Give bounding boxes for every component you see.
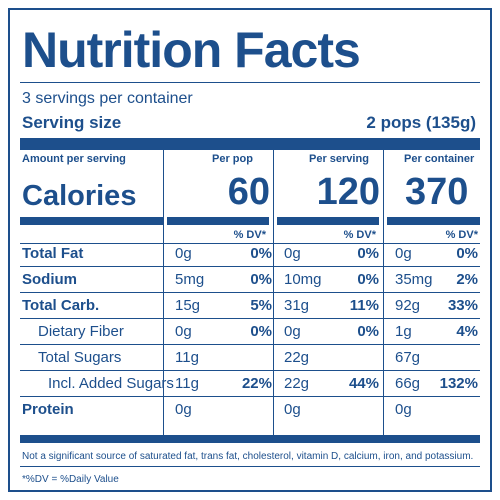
calories-per-serving: 120 <box>316 171 380 213</box>
calories-per-container: 370 <box>405 171 469 213</box>
nutrient-amount: 0g <box>284 323 301 340</box>
nutrient-amount: 15g <box>175 297 201 314</box>
nutrient-amount: 31g <box>284 297 310 314</box>
nutrient-daily-value: 0% <box>250 271 272 288</box>
nutrient-amount: 35mg <box>395 271 433 288</box>
servings-per-container: 3 servings per container <box>22 90 193 107</box>
nutrient-amount: 10mg <box>284 271 322 288</box>
nutrient-daily-value: 0% <box>250 323 272 340</box>
nutrition-label: Nutrition Facts 3 servings per container… <box>8 8 492 492</box>
row-divider <box>20 370 480 371</box>
row-divider <box>20 266 480 267</box>
nutrient-amount: 66g <box>395 375 421 392</box>
nutrient-amount: 11g <box>175 375 199 392</box>
nutrient-amount: 22g <box>284 375 310 392</box>
bottom-divider <box>20 435 480 443</box>
nutrient-name: Protein <box>22 401 74 418</box>
footnote-daily-value: *%DV = %Daily Value <box>22 474 119 485</box>
row-divider <box>20 396 480 397</box>
nutrient-name: Total Sugars <box>38 349 122 366</box>
nutrient-daily-value: 44% <box>348 375 379 392</box>
column-header-per-pop: Per pop <box>212 153 253 165</box>
nutrient-amount: 0g <box>284 401 301 418</box>
nutrient-daily-value: 0% <box>250 245 272 262</box>
nutrient-amount: 11g <box>175 349 199 366</box>
nutrient-daily-value: 22% <box>241 375 272 392</box>
nutrient-name: Incl. Added Sugars <box>48 375 174 392</box>
dv-header-per-container: % DV* <box>445 229 478 241</box>
label-title: Nutrition Facts <box>22 22 361 78</box>
nutrient-amount: 1g <box>395 323 412 340</box>
column-header-per-serving: Per serving <box>309 153 369 165</box>
nutrient-daily-value: 4% <box>456 323 478 340</box>
nutrient-daily-value: 2% <box>456 271 478 288</box>
serving-size-value: 2 pops (135g) <box>366 113 476 132</box>
nutrient-daily-value: 11% <box>349 297 379 314</box>
calories-bar <box>167 217 269 225</box>
nutrient-name: Total Carb. <box>22 297 100 314</box>
nutrient-amount: 0g <box>395 401 412 418</box>
nutrient-amount: 0g <box>395 245 412 262</box>
calories-label: Calories <box>22 180 137 212</box>
calories-bar <box>387 217 480 225</box>
footnote-nutrients: Not a significant source of saturated fa… <box>22 451 474 462</box>
calories-bar <box>277 217 379 225</box>
column-header-per-container: Per container <box>404 153 475 165</box>
nutrient-amount: 67g <box>395 349 421 366</box>
row-divider <box>20 292 480 293</box>
dv-header-per-pop: % DV* <box>233 229 266 241</box>
nutrient-amount: 0g <box>175 401 192 418</box>
thick-divider <box>20 138 480 150</box>
nutrient-daily-value: 0% <box>357 245 379 262</box>
dv-header-per-serving: % DV* <box>343 229 376 241</box>
dv-header-rule <box>20 243 480 244</box>
nutrient-daily-value: 132% <box>439 375 478 392</box>
amount-per-serving-label: Amount per serving <box>22 153 126 165</box>
nutrient-daily-value: 0% <box>357 271 379 288</box>
calories-bar <box>20 217 163 225</box>
nutrient-amount: 0g <box>175 245 192 262</box>
nutrient-name: Sodium <box>22 271 77 288</box>
nutrient-amount: 0g <box>175 323 192 340</box>
nutrient-name: Dietary Fiber <box>38 323 124 340</box>
nutrient-daily-value: 5% <box>250 297 272 314</box>
nutrient-daily-value: 0% <box>456 245 478 262</box>
nutrient-name: Total Fat <box>22 245 84 262</box>
nutrient-amount: 22g <box>284 349 310 366</box>
footnote-rule <box>20 466 480 467</box>
nutrient-daily-value: 33% <box>447 297 478 314</box>
nutrient-daily-value: 0% <box>357 323 379 340</box>
title-rule <box>20 82 480 83</box>
calories-per-pop: 60 <box>227 171 270 213</box>
nutrient-amount: 0g <box>284 245 301 262</box>
nutrient-amount: 5mg <box>175 271 205 288</box>
serving-size-label: Serving size <box>22 113 122 132</box>
nutrient-amount: 92g <box>395 297 421 314</box>
row-divider <box>20 344 480 345</box>
row-divider <box>20 318 480 319</box>
